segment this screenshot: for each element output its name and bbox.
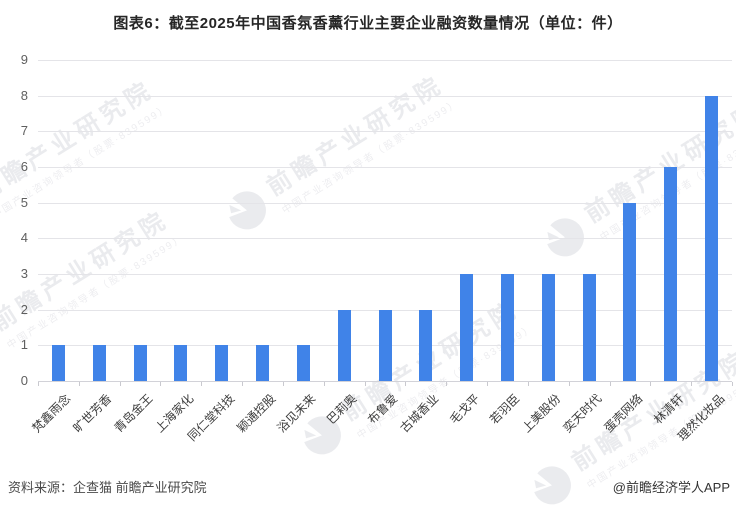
bar <box>256 345 270 381</box>
bar <box>215 345 229 381</box>
credit-note: @前瞻经济学人APP <box>612 480 730 495</box>
axis-tick <box>364 382 366 386</box>
gridline <box>38 202 732 204</box>
bar <box>419 309 433 381</box>
gridline <box>38 238 732 240</box>
x-tick-label: 奕天时代 <box>560 391 605 436</box>
axis-tick <box>568 382 570 386</box>
x-tick-label: 颖通控股 <box>233 391 278 436</box>
y-tick-label: 2 <box>20 301 28 317</box>
y-tick-label: 8 <box>20 87 28 103</box>
gridline <box>38 95 732 97</box>
y-tick-label: 7 <box>20 123 28 139</box>
x-tick-label: 上美股份 <box>519 391 564 436</box>
x-tick-label: 林清轩 <box>650 391 687 427</box>
axis-tick <box>609 382 611 386</box>
x-tick-label: 巴莉奥 <box>324 391 360 427</box>
y-tick-label: 3 <box>20 266 28 281</box>
y-tick-label: 9 <box>20 52 28 67</box>
chart-title: 图表6：截至2025年中国香氛香薰行业主要企业融资数量情况（单位：件） <box>113 15 623 32</box>
axis-tick <box>78 382 80 386</box>
bar <box>582 274 596 381</box>
x-tick-label: 浴见未来 <box>274 391 319 436</box>
bar <box>541 274 555 381</box>
y-tick-label: 4 <box>20 230 28 246</box>
x-tick-label: 旷世芳香 <box>70 391 115 436</box>
x-tick-label: 布鲁爱 <box>364 391 401 427</box>
bar <box>92 345 106 381</box>
gridline <box>38 381 732 382</box>
x-tick-label: 梵鑫雨念 <box>29 391 74 436</box>
bar <box>133 345 147 381</box>
bar <box>337 309 351 381</box>
axis-tick <box>446 382 448 386</box>
x-tick-label: 毛戈平 <box>446 391 482 427</box>
gridline <box>38 167 732 168</box>
x-tick-label: 蛋壳网络 <box>601 391 646 436</box>
y-tick-label: 1 <box>20 337 28 353</box>
axis-tick <box>732 382 733 386</box>
x-tick-label: 古城香业 <box>397 391 442 436</box>
bar <box>174 345 188 381</box>
bar <box>664 167 678 381</box>
axis-tick <box>160 382 162 386</box>
gridline <box>38 131 732 133</box>
axis-tick <box>650 382 652 386</box>
x-tick-label: 青岛金王 <box>111 391 156 436</box>
axis-tick <box>527 382 529 386</box>
gridline <box>38 60 732 61</box>
axis-tick <box>691 382 693 386</box>
bar <box>623 202 637 381</box>
bar <box>500 274 514 381</box>
axis-tick <box>38 382 39 386</box>
bar-chart: 0 1 2 3 4 5 6 7 8 9 梵鑫雨念 旷世芳香 青岛金王 上海家化 同仁堂科技 颖通控股 浴见未来巴… <box>20 52 733 444</box>
axis-tick <box>487 382 489 386</box>
gridline <box>38 274 732 275</box>
axis-tick <box>119 382 121 386</box>
bar <box>705 95 719 381</box>
bar <box>296 345 310 381</box>
y-tick-label: 0 <box>20 373 28 388</box>
bar <box>378 309 392 381</box>
axis-tick <box>201 382 203 386</box>
axis-tick <box>323 382 325 386</box>
bar <box>460 274 474 381</box>
axis-tick <box>282 382 284 386</box>
source-note: 资料来源：企查猫 前瞻产业研究院 <box>8 480 207 495</box>
bar <box>51 345 65 381</box>
y-tick-label: 5 <box>20 194 28 210</box>
y-tick-label: 6 <box>20 159 28 174</box>
axis-tick <box>405 382 407 386</box>
axis-tick <box>242 382 244 386</box>
x-tick-label: 若羽臣 <box>487 391 523 427</box>
